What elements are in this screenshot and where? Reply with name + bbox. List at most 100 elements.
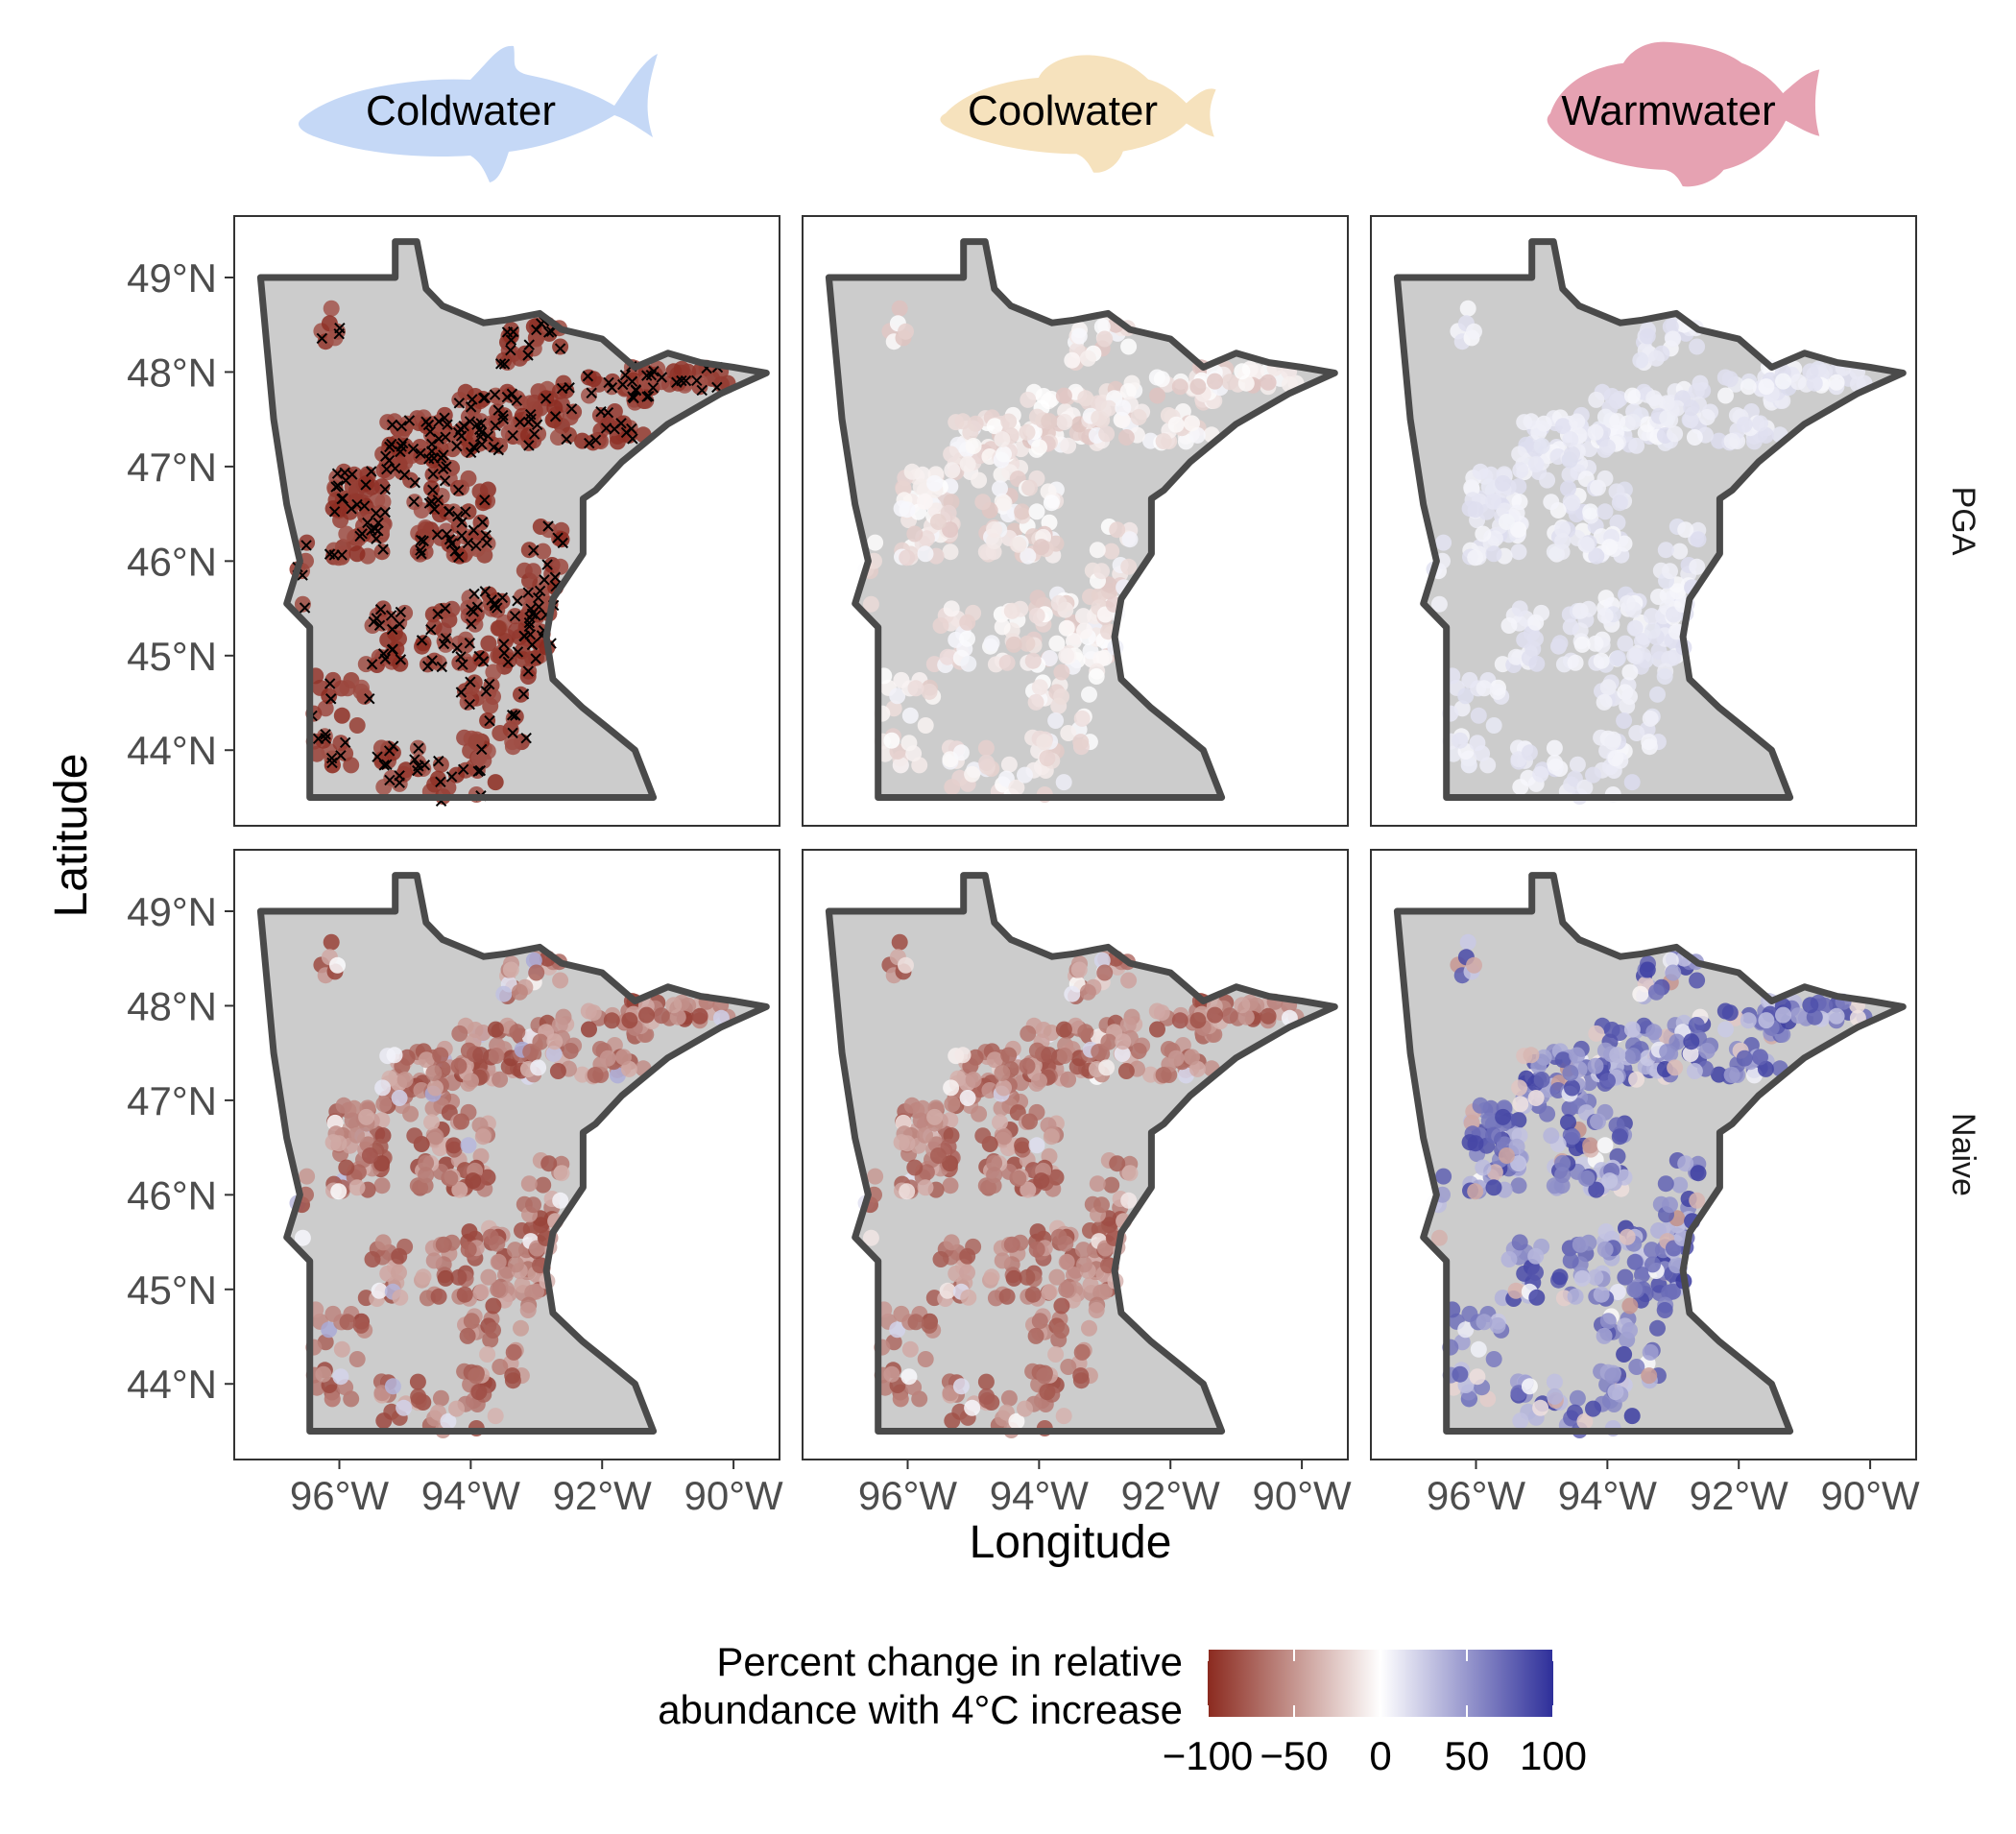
- site-point: [1020, 391, 1037, 408]
- site-point: [1033, 539, 1050, 556]
- site-point: [1621, 688, 1638, 705]
- site-point: [502, 961, 519, 978]
- site-point: [1091, 1220, 1108, 1238]
- site-point: [891, 933, 908, 951]
- site-point: [520, 542, 538, 559]
- site-point: [939, 1282, 956, 1299]
- site-point: [1103, 1176, 1120, 1194]
- absence-marker: [603, 376, 614, 389]
- site-point: [1599, 439, 1616, 456]
- site-point: [1470, 707, 1487, 724]
- site-point: [1616, 1346, 1633, 1363]
- site-point: [1601, 539, 1619, 556]
- absence-marker: [416, 635, 428, 646]
- state-outline: [825, 238, 1338, 801]
- site-point: [1469, 1368, 1486, 1386]
- site-point: [1573, 636, 1591, 653]
- absence-marker: [432, 495, 444, 506]
- site-point: [552, 558, 569, 575]
- site-point: [415, 635, 432, 652]
- site-point: [338, 1159, 355, 1176]
- absence-marker: [497, 409, 509, 422]
- site-point: [532, 399, 549, 417]
- absence-marker: [482, 430, 494, 442]
- absence-marker: [452, 484, 465, 495]
- column-header-warmwater: Warmwater: [1547, 41, 1820, 187]
- site-point: [603, 1012, 620, 1029]
- site-point: [621, 1012, 638, 1029]
- site-point: [943, 1234, 960, 1251]
- site-point: [1066, 1267, 1082, 1284]
- site-point: [1167, 416, 1185, 433]
- site-point: [1775, 373, 1791, 390]
- absence-marker: [372, 525, 384, 537]
- absence-marker: [502, 656, 515, 668]
- absence-marker: [523, 620, 536, 633]
- site-point: [442, 1170, 459, 1187]
- site-point: [1076, 1256, 1092, 1273]
- site-point: [552, 338, 569, 355]
- site-point: [1010, 536, 1027, 553]
- site-point: [450, 635, 468, 652]
- absence-marker: [316, 332, 328, 345]
- site-point: [1647, 983, 1665, 1001]
- site-point: [1485, 1179, 1502, 1196]
- site-point: [425, 1065, 443, 1081]
- site-point: [986, 1051, 1003, 1069]
- absence-marker: [426, 438, 438, 450]
- site-point: [418, 1154, 435, 1171]
- site-point: [1098, 425, 1116, 443]
- site-point: [1093, 952, 1111, 969]
- site-point: [1572, 1236, 1589, 1253]
- site-point: [487, 1408, 504, 1425]
- site-point: [1596, 693, 1613, 711]
- y-tick-label: 45°N: [127, 634, 217, 679]
- site-point: [1507, 1282, 1524, 1299]
- x-tick-label: 90°W: [684, 1473, 784, 1518]
- site-point: [1234, 363, 1251, 380]
- state-outline: [256, 238, 770, 801]
- absence-marker: [691, 374, 703, 387]
- site-point: [1686, 429, 1703, 446]
- site-point: [1632, 985, 1649, 1002]
- site-point: [1628, 725, 1645, 741]
- site-point: [479, 712, 496, 729]
- site-point: [1554, 1051, 1572, 1069]
- site-point: [299, 1168, 316, 1185]
- site-point: [1554, 418, 1572, 435]
- absence-marker: [371, 507, 382, 519]
- site-point: [1512, 1412, 1529, 1430]
- absence-marker: [476, 743, 488, 756]
- site-point: [1467, 1183, 1484, 1200]
- absence-marker: [423, 453, 435, 465]
- site-point: [329, 956, 346, 974]
- site-point: [1816, 997, 1834, 1014]
- absence-marker: [419, 760, 431, 771]
- absence-marker: [435, 776, 446, 788]
- site-point: [1736, 416, 1753, 433]
- site-point: [1075, 608, 1092, 625]
- site-point: [440, 1412, 457, 1430]
- site-point: [1551, 635, 1569, 652]
- absence-marker: [380, 450, 392, 462]
- site-point: [1060, 1359, 1077, 1375]
- site-point: [1031, 679, 1048, 696]
- site-point: [898, 323, 914, 340]
- site-point: [384, 1378, 401, 1395]
- site-point: [450, 1057, 468, 1074]
- absence-marker: [479, 586, 492, 597]
- site-point: [1802, 997, 1819, 1014]
- absence-marker: [552, 532, 564, 543]
- site-point: [1690, 531, 1707, 548]
- site-point: [332, 735, 349, 752]
- site-point: [1435, 1168, 1452, 1185]
- site-point: [348, 1179, 366, 1196]
- site-point: [992, 1114, 1008, 1131]
- site-point: [1092, 1284, 1110, 1301]
- absence-marker: [602, 407, 614, 419]
- site-point: [1234, 997, 1251, 1014]
- site-point: [1019, 423, 1036, 441]
- site-point: [1547, 1388, 1564, 1405]
- site-point: [495, 985, 513, 1002]
- absence-marker: [476, 517, 489, 528]
